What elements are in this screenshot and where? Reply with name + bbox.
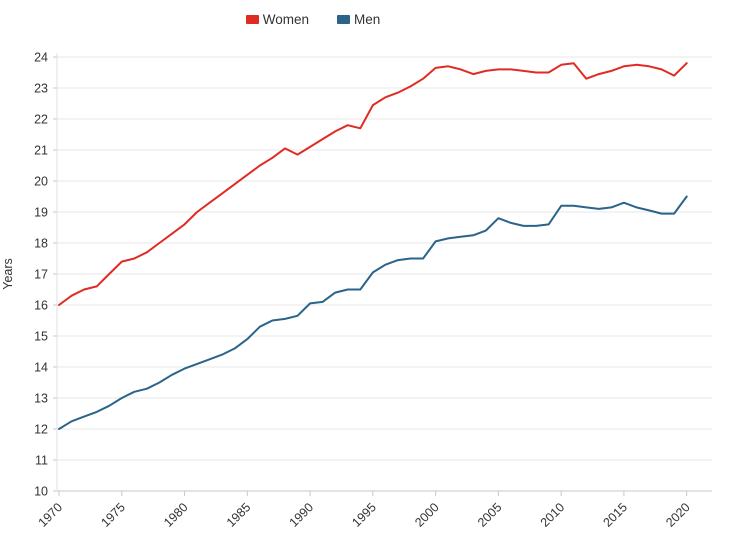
x-tick-label: 1970 <box>36 500 66 530</box>
y-tick-label: 12 <box>34 423 48 437</box>
x-tick-label: 2010 <box>538 500 568 530</box>
y-tick-label: 10 <box>34 485 48 499</box>
men-series-swatch <box>337 15 350 24</box>
y-tick-label: 17 <box>34 268 48 282</box>
y-tick-label: 24 <box>34 51 48 65</box>
y-tick-label: 22 <box>34 113 48 127</box>
y-tick-label: 18 <box>34 237 48 251</box>
legend-label-men: Men <box>354 12 381 27</box>
x-tick-label: 1995 <box>349 500 379 530</box>
y-tick-label: 15 <box>34 330 48 344</box>
y-tick-label: 11 <box>35 454 48 468</box>
men-series-line <box>58 195 688 430</box>
legend-item-women[interactable]: Women <box>245 12 309 27</box>
y-tick-label: 14 <box>34 361 48 375</box>
women-series-line <box>58 62 688 306</box>
y-tick-label: 16 <box>34 299 48 313</box>
y-tick-label: 13 <box>34 392 48 406</box>
x-tick-label: 1990 <box>287 500 317 530</box>
x-tick-label: 1975 <box>98 500 128 530</box>
y-tick-label: 20 <box>34 175 48 189</box>
chart-legend: Women Men <box>0 12 678 27</box>
x-tick-label: 1980 <box>161 500 191 530</box>
x-tick-label: 2000 <box>412 500 442 530</box>
x-tick-label: 1985 <box>224 500 254 530</box>
x-tick-label: 2005 <box>475 500 505 530</box>
y-tick-label: 21 <box>34 144 48 158</box>
y-tick-label: 23 <box>34 82 48 96</box>
women-series-swatch <box>245 15 259 24</box>
x-tick-label: 2015 <box>600 500 630 530</box>
legend-label-women: Women <box>262 12 309 27</box>
x-tick-label: 2020 <box>663 500 693 530</box>
y-tick-label: 19 <box>34 206 48 220</box>
legend-item-men[interactable]: Men <box>337 12 380 27</box>
y-axis-title: Years <box>1 258 15 290</box>
